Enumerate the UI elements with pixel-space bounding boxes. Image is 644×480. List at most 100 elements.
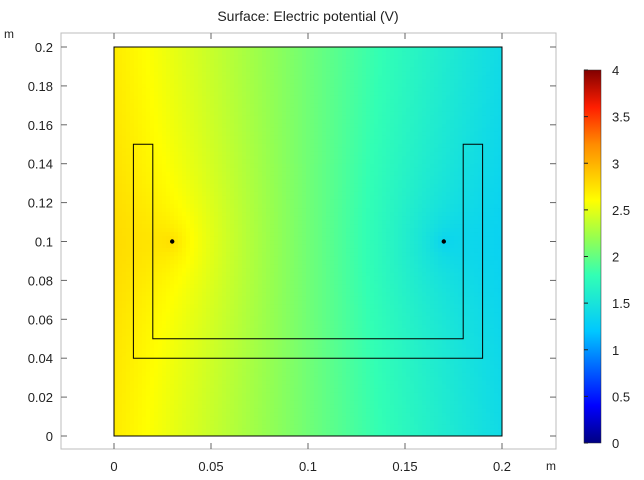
heatmap-cell	[470, 291, 475, 297]
heatmap-cell	[434, 323, 439, 329]
heatmap-cell	[422, 247, 427, 253]
heatmap-cell	[418, 407, 423, 413]
heatmap-cell	[286, 271, 291, 277]
heatmap-cell	[230, 291, 235, 297]
heatmap-cell	[374, 423, 379, 429]
heatmap-cell	[474, 311, 479, 317]
heatmap-cell	[130, 259, 135, 265]
heatmap-cell	[302, 267, 307, 273]
heatmap-cell	[294, 239, 299, 245]
heatmap-cell	[378, 251, 383, 257]
heatmap-cell	[166, 291, 171, 297]
heatmap-cell	[234, 259, 239, 265]
heatmap-cell	[126, 363, 131, 369]
heatmap-cell	[426, 291, 431, 297]
heatmap-cell	[466, 371, 471, 377]
heatmap-cell	[254, 239, 259, 245]
heatmap-cell	[474, 387, 479, 393]
heatmap-cell	[122, 311, 127, 317]
heatmap-cell	[470, 235, 475, 241]
heatmap-cell	[362, 235, 367, 241]
heatmap-cell	[322, 407, 327, 413]
heatmap-cell	[134, 331, 139, 337]
heatmap-cell	[398, 231, 403, 237]
heatmap-cell	[410, 343, 415, 349]
heatmap-cell	[278, 427, 283, 433]
heatmap-cell	[430, 419, 435, 425]
heatmap-cell	[358, 415, 363, 421]
heatmap-cell	[262, 279, 267, 285]
heatmap-cell	[298, 399, 303, 405]
heatmap-cell	[122, 427, 127, 433]
heatmap-cell	[354, 247, 359, 253]
heatmap-cell	[478, 315, 483, 321]
heatmap-cell	[118, 279, 123, 285]
heatmap-cell	[374, 263, 379, 269]
heatmap-cell	[234, 343, 239, 349]
heatmap-cell	[498, 243, 502, 249]
heatmap-cell	[494, 283, 499, 289]
heatmap-cell	[390, 267, 395, 273]
heatmap-cell	[198, 275, 203, 281]
heatmap-cell	[346, 379, 351, 385]
heatmap-cell	[302, 395, 307, 401]
heatmap-cell	[218, 243, 223, 249]
heatmap-cell	[410, 383, 415, 389]
heatmap-cell	[430, 319, 435, 325]
heatmap-cell	[326, 391, 331, 397]
heatmap-cell	[354, 263, 359, 269]
heatmap-cell	[426, 319, 431, 325]
heatmap-cell	[346, 415, 351, 421]
heatmap-cell	[142, 239, 147, 245]
heatmap-cell	[174, 367, 179, 373]
heatmap-cell	[242, 391, 247, 397]
heatmap-cell	[262, 319, 267, 325]
heatmap-cell	[282, 251, 287, 257]
heatmap-cell	[370, 363, 375, 369]
heatmap-cell	[158, 287, 163, 293]
heatmap-cell	[170, 407, 175, 413]
heatmap-cell	[134, 263, 139, 269]
heatmap-cell	[138, 371, 143, 377]
heatmap-cell	[306, 367, 311, 373]
heatmap-cell	[286, 275, 291, 281]
heatmap-cell	[130, 311, 135, 317]
heatmap-cell	[178, 367, 183, 373]
heatmap-cell	[354, 339, 359, 345]
heatmap-cell	[122, 295, 127, 301]
heatmap-cell	[218, 339, 223, 345]
heatmap-cell	[398, 359, 403, 365]
heatmap-cell	[342, 231, 347, 237]
heatmap-cell	[498, 259, 502, 265]
heatmap-cell	[226, 291, 231, 297]
heatmap-cell	[198, 351, 203, 357]
heatmap-cell	[490, 379, 495, 385]
heatmap-cell	[318, 431, 323, 436]
heatmap-cell	[146, 399, 151, 405]
heatmap-cell	[142, 343, 147, 349]
heatmap-cell	[454, 295, 459, 301]
heatmap-cell	[130, 379, 135, 385]
heatmap-cell	[114, 235, 119, 241]
heatmap-cell	[246, 347, 251, 353]
heatmap-cell	[482, 287, 487, 293]
heatmap-cell	[254, 307, 259, 313]
heatmap-cell	[226, 431, 231, 436]
heatmap-cell	[310, 319, 315, 325]
heatmap-cell	[414, 307, 419, 313]
heatmap-cell	[234, 247, 239, 253]
heatmap-cell	[350, 335, 355, 341]
heatmap-cell	[330, 291, 335, 297]
heatmap-cell	[210, 231, 215, 237]
heatmap-cell	[350, 287, 355, 293]
heatmap-cell	[250, 279, 255, 285]
heatmap-cell	[450, 399, 455, 405]
heatmap-cell	[322, 395, 327, 401]
heatmap-cell	[218, 351, 223, 357]
heatmap-cell	[146, 271, 151, 277]
heatmap-cell	[298, 411, 303, 417]
heatmap-cell	[238, 291, 243, 297]
heatmap-cell	[198, 347, 203, 353]
heatmap-cell	[142, 319, 147, 325]
heatmap-cell	[370, 267, 375, 273]
